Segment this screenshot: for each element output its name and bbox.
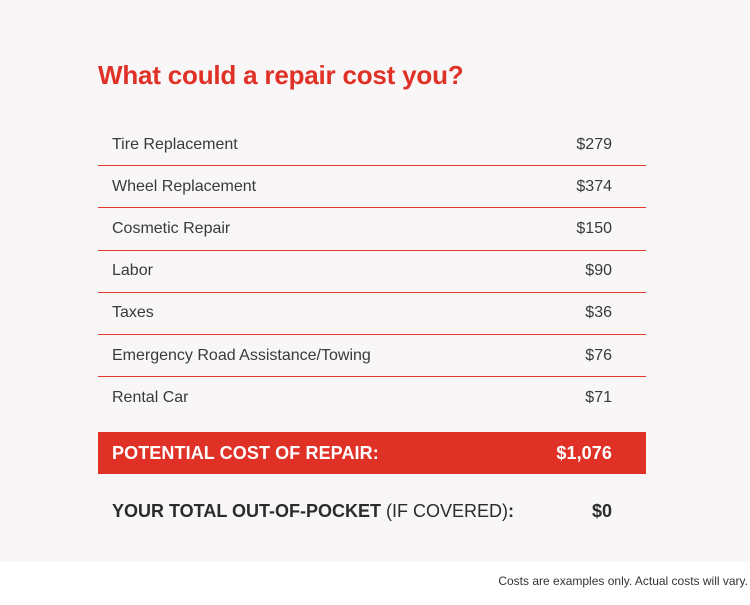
row-label: Tire Replacement [112, 135, 238, 153]
row-label: Rental Car [112, 389, 189, 407]
row-label: Cosmetic Repair [112, 219, 231, 237]
table-row: Rental Car $71 [98, 377, 646, 419]
potential-cost-label: POTENTIAL COST OF REPAIR: [112, 442, 379, 463]
out-of-pocket-label-main: YOUR TOTAL OUT-OF-POCKET [112, 500, 381, 521]
row-label: Labor [112, 262, 153, 280]
cost-table: Tire Replacement $279 Wheel Replacement … [98, 124, 646, 419]
out-of-pocket-label-paren: (IF COVERED) [381, 500, 509, 521]
out-of-pocket-value: $0 [591, 500, 612, 521]
row-value: $76 [585, 346, 612, 364]
row-value: $90 [585, 262, 612, 280]
out-of-pocket-row: YOUR TOTAL OUT-OF-POCKET (IF COVERED): $… [98, 490, 646, 532]
table-row: Taxes $36 [98, 293, 646, 335]
table-row: Cosmetic Repair $150 [98, 208, 646, 251]
table-row: Tire Replacement $279 [98, 124, 646, 167]
row-value: $279 [576, 135, 612, 153]
row-label: Wheel Replacement [112, 177, 257, 195]
cost-card: What could a repair cost you? Tire Repla… [98, 60, 646, 532]
row-value: $374 [576, 177, 612, 195]
out-of-pocket-label-colon: : [508, 500, 515, 521]
page-title: What could a repair cost you? [98, 60, 464, 90]
out-of-pocket-label: YOUR TOTAL OUT-OF-POCKET (IF COVERED): [112, 501, 514, 522]
row-value: $36 [585, 304, 612, 322]
row-value: $71 [585, 389, 612, 407]
row-label: Taxes [112, 304, 154, 322]
potential-cost-value: $1,076 [556, 442, 612, 463]
table-row: Labor $90 [98, 251, 646, 293]
potential-cost-bar: POTENTIAL COST OF REPAIR: $1,076 [98, 432, 646, 474]
disclaimer-footnote: Costs are examples only. Actual costs wi… [498, 574, 748, 588]
table-row: Wheel Replacement $374 [98, 166, 646, 209]
table-row: Emergency Road Assistance/Towing $76 [98, 335, 646, 378]
row-label: Emergency Road Assistance/Towing [112, 346, 371, 364]
row-value: $150 [576, 219, 612, 237]
